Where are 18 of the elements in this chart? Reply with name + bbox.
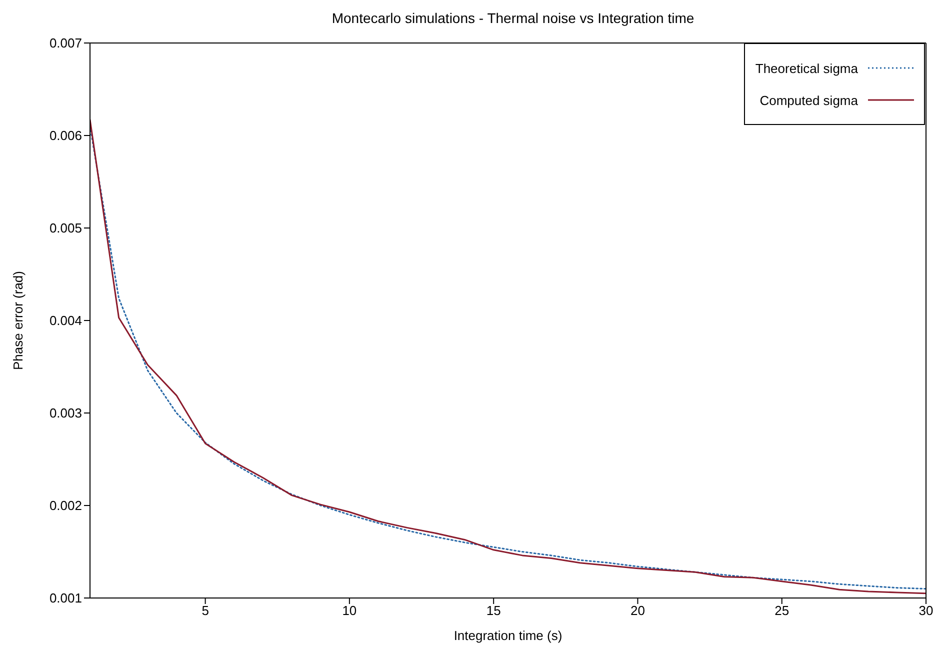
- legend-label: Theoretical sigma: [755, 60, 858, 76]
- x-tick-label: 10: [342, 603, 357, 618]
- x-tick-label: 25: [774, 603, 790, 618]
- x-axis-title: Integration time (s): [454, 628, 562, 643]
- x-tick-label: 5: [202, 603, 209, 618]
- y-tick-label: 0.005: [49, 220, 82, 236]
- y-tick-label: 0.002: [49, 498, 82, 514]
- y-tick-label: 0.007: [49, 36, 82, 51]
- y-tick-label: 0.004: [49, 313, 82, 328]
- y-tick-label: 0.006: [49, 128, 82, 144]
- x-tick-label: 15: [486, 603, 501, 618]
- x-tick-label: 20: [630, 603, 645, 618]
- y-axis-title: Phase error (rad): [10, 271, 26, 370]
- y-tick-label: 0.001: [49, 590, 82, 606]
- legend-label: Computed sigma: [760, 92, 858, 108]
- x-tick-label: 30: [918, 603, 934, 618]
- chart-title: Montecarlo simulations - Thermal noise vs Integration time: [330, 10, 696, 26]
- y-tick-label: 0.003: [49, 406, 82, 421]
